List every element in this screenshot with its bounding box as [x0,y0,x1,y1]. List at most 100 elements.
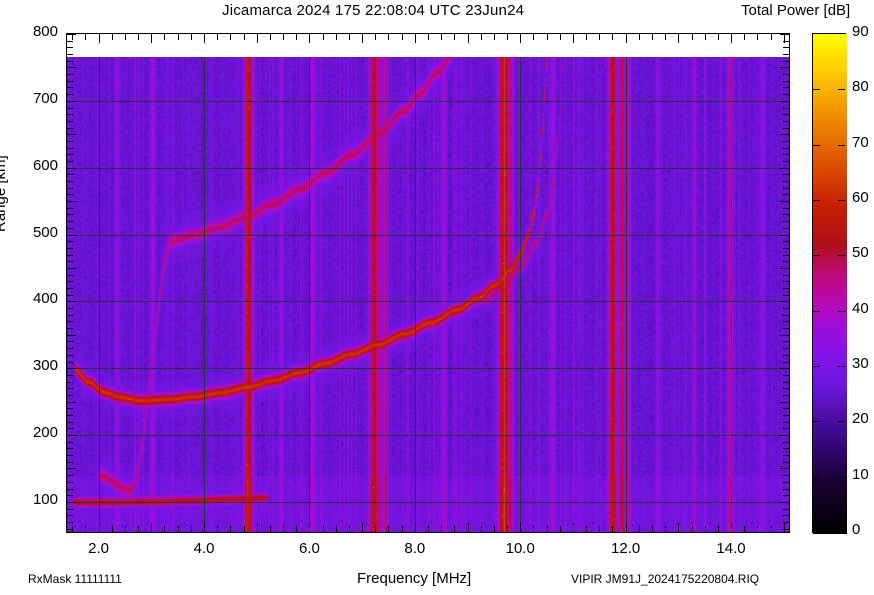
x-tick-label: 8.0 [404,540,426,557]
x-tick [125,526,126,532]
x-tick [757,34,758,40]
x-tick [323,34,324,40]
gridline-horizontal [67,168,789,169]
x-tick [678,34,679,43]
x-tick-label: 2.0 [88,540,110,557]
y-tick [783,515,789,516]
x-tick [665,526,666,532]
y-tick [783,375,789,376]
x-tick [784,34,785,43]
gridline-vertical [204,57,205,532]
y-tick [783,288,789,289]
y-tick [67,168,76,169]
y-tick [67,341,73,342]
y-tick [67,214,73,215]
y-tick [67,462,73,463]
y-tick [67,134,76,135]
x-tick [428,34,429,40]
y-tick [67,495,73,496]
x-tick [494,526,495,532]
y-tick [780,435,789,436]
y-tick-label: 300 [32,357,58,375]
colorbar-tick [813,477,820,478]
y-tick [783,241,789,242]
y-tick [67,94,73,95]
y-tick [783,422,789,423]
y-tick [783,261,789,262]
x-tick [85,526,86,532]
y-tick [67,261,73,262]
y-tick [67,67,76,68]
y-tick [783,255,789,256]
y-tick [783,362,789,363]
x-tick [705,34,706,40]
y-tick [783,308,789,309]
colorbar-tick [838,311,845,312]
y-tick [67,221,73,222]
x-tick [164,526,165,532]
x-tick [323,526,324,532]
x-tick [336,34,337,40]
y-tick [783,355,789,356]
x-tick [507,34,508,40]
y-tick [783,154,789,155]
x-tick [283,526,284,532]
y-tick [67,348,73,349]
x-tick [507,526,508,532]
x-tick [296,526,297,532]
x-tick [270,526,271,532]
y-tick [67,395,73,396]
y-tick [67,81,73,82]
y-tick [783,388,789,389]
colorbar-tick-label: 90 [852,23,869,40]
x-tick [612,34,613,40]
y-tick [783,509,789,510]
x-tick [626,523,627,532]
gridline-vertical [415,57,416,532]
y-tick [783,321,789,322]
colorbar-tick [813,145,820,146]
y-tick-label: 600 [32,156,58,174]
colorbar-tick-label: 50 [852,244,869,261]
colorbar-tick [838,200,845,201]
x-tick [428,526,429,532]
y-tick [783,74,789,75]
y-tick [67,228,73,229]
colorbar-tick-label: 70 [852,134,869,151]
y-tick [783,529,789,530]
x-tick [560,526,561,532]
y-tick [67,529,73,530]
colorbar-tick [813,421,820,422]
x-tick-label: 4.0 [193,540,215,557]
x-tick [191,526,192,532]
x-tick [454,526,455,532]
y-tick [780,168,789,169]
y-tick [783,228,789,229]
x-tick [349,526,350,532]
x-tick [270,34,271,40]
y-tick [783,428,789,429]
y-tick [783,475,789,476]
x-tick [599,34,600,40]
y-tick [783,482,789,483]
x-tick [441,526,442,532]
page-title: Jicamarca 2024 175 22:08:04 UTC 23Jun24 [222,2,525,19]
y-tick [67,41,73,42]
x-tick [72,34,73,40]
y-tick [67,502,76,503]
x-tick [757,526,758,532]
y-tick [783,341,789,342]
x-tick [626,34,627,43]
y-tick [67,47,73,48]
y-tick [67,101,76,102]
x-tick-label: 12.0 [611,540,641,557]
y-tick [780,34,789,35]
y-tick [783,462,789,463]
x-tick [178,34,179,40]
colorbar-gradient [813,34,847,534]
y-tick [67,375,73,376]
x-tick [481,34,482,40]
y-tick [67,321,73,322]
y-tick [67,301,76,302]
colorbar-tick [838,145,845,146]
